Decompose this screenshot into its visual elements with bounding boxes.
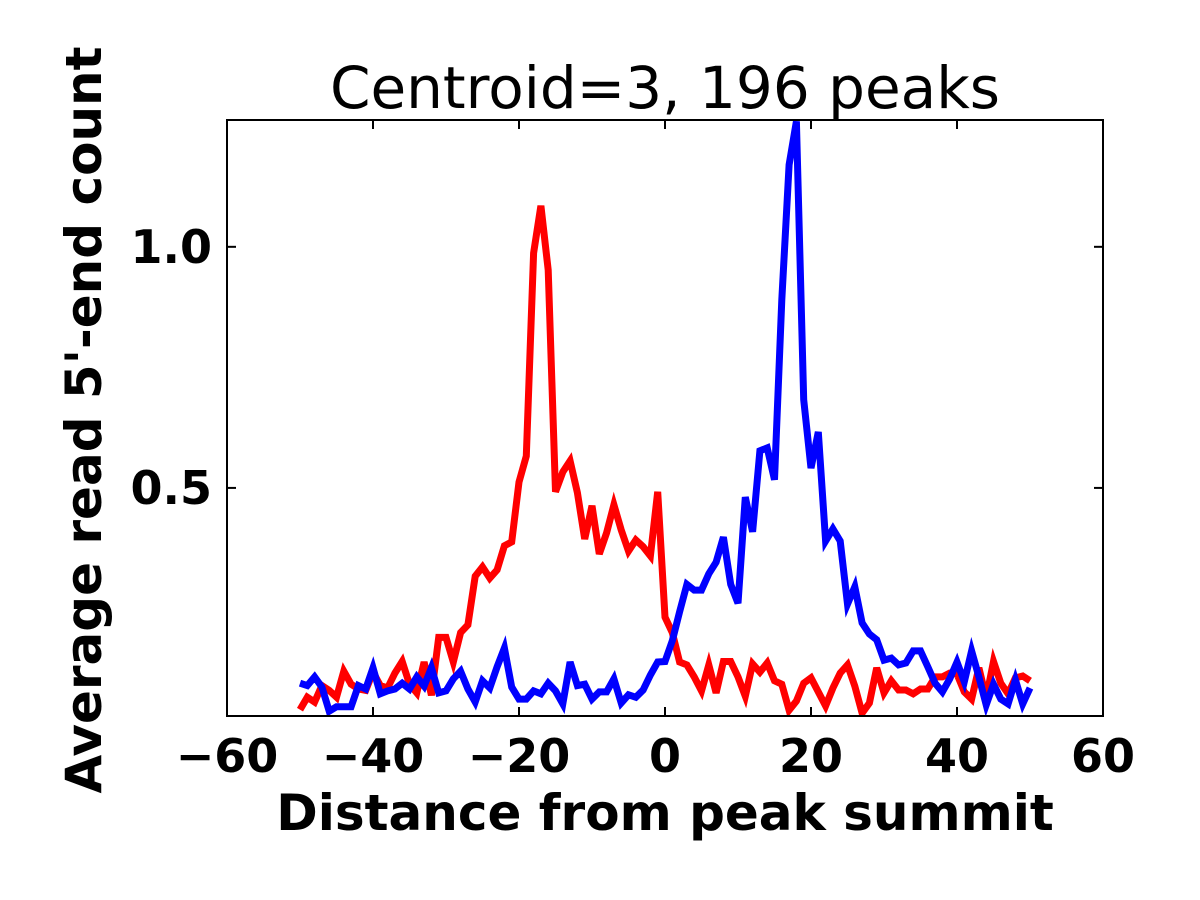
x-tick-label: 40 [925, 729, 989, 783]
series-layer [296, 120, 1034, 716]
plot-frame [226, 119, 1104, 717]
x-tick-label: 60 [1071, 729, 1135, 783]
y-axis-label: Average read 5'-end count [55, 46, 113, 793]
chart-title: Centroid=3, 196 peaks [330, 54, 1000, 122]
x-tick-label: −20 [468, 729, 571, 783]
ticks-layer: −60 −40 −20 0 20 40 60 0.5 1.0 [131, 120, 1135, 783]
series-line-red [296, 205, 1032, 716]
series-line-blue [298, 120, 1034, 716]
x-tick-label: −60 [176, 729, 279, 783]
x-axis-label: Distance from peak summit [276, 784, 1054, 842]
y-tick-label: 0.5 [131, 461, 213, 515]
x-tick-label: 20 [779, 729, 843, 783]
x-tick-label: 0 [649, 729, 681, 783]
y-tick-label: 1.0 [131, 220, 213, 274]
x-tick-label: −40 [322, 729, 425, 783]
